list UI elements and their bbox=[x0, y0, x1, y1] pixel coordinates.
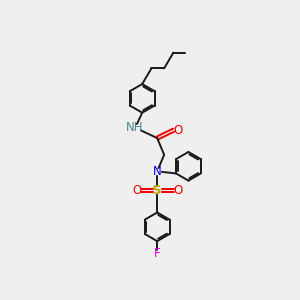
Bar bbox=[130, 125, 139, 130]
Text: O: O bbox=[173, 124, 182, 136]
Text: F: F bbox=[154, 247, 160, 260]
Bar bbox=[154, 187, 160, 193]
Bar bbox=[134, 188, 139, 193]
Bar bbox=[155, 251, 160, 256]
Text: N: N bbox=[153, 165, 162, 178]
Text: NH: NH bbox=[126, 121, 143, 134]
Text: O: O bbox=[173, 184, 182, 197]
Text: S: S bbox=[152, 184, 162, 197]
Text: O: O bbox=[132, 184, 141, 197]
Bar bbox=[155, 169, 160, 174]
Bar bbox=[175, 188, 180, 193]
Bar bbox=[175, 128, 180, 133]
